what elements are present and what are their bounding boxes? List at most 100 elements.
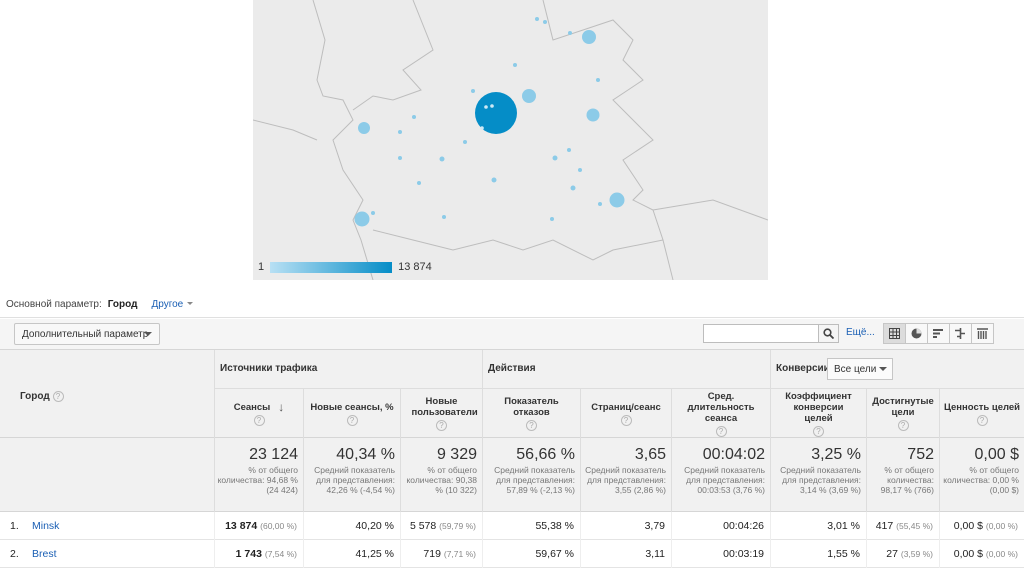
city-marker bbox=[586, 108, 600, 122]
table-toolbar: Дополнительный параметр Ещё... bbox=[0, 319, 1024, 349]
goals-select-value: Все цели bbox=[834, 364, 877, 375]
column-header-pages-per-session[interactable]: Страниц/сеанс ? bbox=[580, 389, 671, 438]
total-value: 752 bbox=[907, 446, 934, 463]
cell-value: 27 bbox=[886, 548, 898, 560]
column-header-new-sessions[interactable]: Новые сеансы, % ? bbox=[303, 389, 400, 438]
secondary-dimension-button[interactable]: Дополнительный параметр bbox=[14, 323, 160, 345]
cell-conv-rate: 3,01 % bbox=[770, 512, 866, 540]
search-box bbox=[703, 324, 839, 343]
cell-pct: (7,54 %) bbox=[264, 549, 297, 559]
group-conversions-label: Конверсии bbox=[776, 363, 830, 374]
cell-goals: 27 (3,59 %) bbox=[866, 540, 939, 568]
cell-new-users: 719 (7,71 %) bbox=[400, 540, 482, 568]
help-icon[interactable]: ? bbox=[897, 420, 909, 431]
help-icon[interactable]: ? bbox=[253, 414, 265, 426]
city-marker bbox=[578, 168, 582, 172]
cell-pct: (55,45 %) bbox=[896, 521, 933, 531]
group-conversions: Конверсии bbox=[770, 350, 1024, 389]
city-marker bbox=[596, 78, 600, 82]
city-markers bbox=[354, 17, 625, 227]
help-icon[interactable]: ? bbox=[715, 425, 727, 437]
help-icon[interactable]: ? bbox=[346, 414, 358, 426]
search-input[interactable] bbox=[704, 325, 818, 342]
city-marker bbox=[552, 155, 558, 161]
column-header-new-users-label: Новые пользователи bbox=[411, 396, 478, 418]
total-pages-per-session: 3,65 Средний показатель для представления… bbox=[580, 438, 671, 512]
city-marker bbox=[535, 17, 539, 21]
cell-pct: (59,79 %) bbox=[439, 521, 476, 531]
city-marker bbox=[609, 192, 625, 208]
city-link[interactable]: Brest bbox=[32, 548, 57, 560]
city-marker bbox=[463, 140, 467, 144]
city-marker bbox=[398, 130, 402, 134]
total-value: 0,00 $ bbox=[974, 446, 1019, 463]
column-header-goal-completions-label: Достигнутые цели bbox=[872, 396, 934, 418]
legend-min: 1 bbox=[258, 261, 265, 273]
column-header-pages-per-session-label: Страниц/сеанс bbox=[591, 401, 661, 413]
help-icon[interactable]: ? bbox=[813, 425, 824, 437]
help-icon[interactable]: ? bbox=[976, 414, 988, 426]
cell-pct: (60,00 %) bbox=[260, 521, 297, 531]
primary-dimension-label: Основной параметр: bbox=[6, 299, 102, 310]
total-conv-rate: 3,25 % Средний показатель для представлен… bbox=[770, 438, 866, 512]
column-header-sessions[interactable]: Сеансы ↓ ? bbox=[214, 389, 303, 438]
help-icon[interactable]: ? bbox=[526, 420, 537, 431]
help-icon[interactable]: ? bbox=[620, 414, 632, 426]
search-button[interactable] bbox=[818, 325, 838, 342]
city-marker bbox=[417, 181, 421, 185]
row-index: 2. bbox=[10, 548, 19, 560]
city-marker bbox=[471, 89, 475, 93]
city-marker bbox=[491, 177, 497, 183]
city-marker bbox=[567, 148, 571, 152]
column-header-city[interactable]: Город ? bbox=[20, 389, 64, 402]
total-bounce-rate: 56,66 % Средний показатель для представле… bbox=[482, 438, 580, 512]
border-line bbox=[662, 239, 674, 280]
total-note: % от общего количества: 94,68 % (24 424) bbox=[217, 465, 298, 495]
pie-view-button[interactable] bbox=[905, 323, 928, 344]
column-header-avg-duration-label: Сред. длительность сеанса bbox=[687, 390, 755, 424]
pivot-view-button[interactable] bbox=[971, 323, 994, 344]
city-marker bbox=[371, 211, 375, 215]
city-marker bbox=[568, 31, 572, 35]
help-icon[interactable]: ? bbox=[436, 420, 447, 431]
total-goal-completions: 752 % от общего количества: 98,17 % (766) bbox=[866, 438, 939, 512]
cell-pct: (7,71 %) bbox=[443, 549, 476, 559]
cell-value-amount: 0,00 $ bbox=[953, 548, 983, 560]
sort-desc-icon: ↓ bbox=[278, 399, 285, 414]
column-header-new-users[interactable]: Новые пользователи ? bbox=[400, 389, 482, 438]
cell-new-users: 5 578 (59,79 %) bbox=[400, 512, 482, 540]
total-note: Средний показатель для представления: 42… bbox=[314, 465, 395, 495]
cell-value: 0,00 $ (0,00 %) bbox=[939, 512, 1024, 540]
geo-map[interactable] bbox=[253, 0, 768, 280]
column-header-sessions-label: Сеансы bbox=[233, 401, 271, 413]
advanced-search-link[interactable]: Ещё... bbox=[846, 327, 875, 338]
column-header-conv-rate[interactable]: Коэффициент конверсии целей ? bbox=[770, 389, 866, 438]
cell-sessions: 1 743 (7,54 %) bbox=[214, 540, 303, 568]
column-header-goal-completions[interactable]: Достигнутые цели ? bbox=[866, 389, 939, 438]
city-marker bbox=[358, 122, 370, 134]
bar-chart-icon bbox=[933, 329, 943, 338]
city-marker bbox=[598, 202, 602, 206]
column-header-city-label: Город bbox=[20, 391, 50, 402]
total-value: 56,66 % bbox=[516, 446, 575, 463]
table-row: 1. Minsk 13 874 (60,00 %) 40,20 % 5 578 … bbox=[0, 512, 1024, 540]
column-header-goal-value[interactable]: Ценность целей ? bbox=[939, 389, 1024, 438]
city-marker bbox=[543, 20, 547, 24]
column-header-bounce-rate[interactable]: Показатель отказов ? bbox=[482, 389, 580, 438]
total-note: % от общего количества: 0,00 % (0,00 $) bbox=[943, 465, 1019, 495]
table-view-button[interactable] bbox=[883, 323, 906, 344]
primary-dimension-city[interactable]: Город bbox=[107, 299, 138, 310]
table-row: 2. Brest 1 743 (7,54 %) 41,25 % 719 (7,7… bbox=[0, 540, 1024, 568]
primary-dimension-other[interactable]: Другое bbox=[151, 299, 193, 310]
help-icon[interactable]: ? bbox=[52, 391, 64, 402]
performance-view-button[interactable] bbox=[927, 323, 950, 344]
total-value: 23 124 bbox=[249, 446, 298, 463]
city-link[interactable]: Minsk bbox=[32, 520, 60, 532]
comparison-view-button[interactable] bbox=[949, 323, 972, 344]
goals-select[interactable]: Все цели bbox=[827, 358, 893, 380]
cell-bounce-rate: 59,67 % bbox=[482, 540, 580, 568]
map-legend: 1 13 874 bbox=[258, 261, 432, 273]
column-header-avg-duration[interactable]: Сред. длительность сеанса ? bbox=[671, 389, 770, 438]
border-line bbox=[312, 0, 374, 280]
totals-row: 23 124 % от общего количества: 94,68 % (2… bbox=[0, 438, 1024, 512]
